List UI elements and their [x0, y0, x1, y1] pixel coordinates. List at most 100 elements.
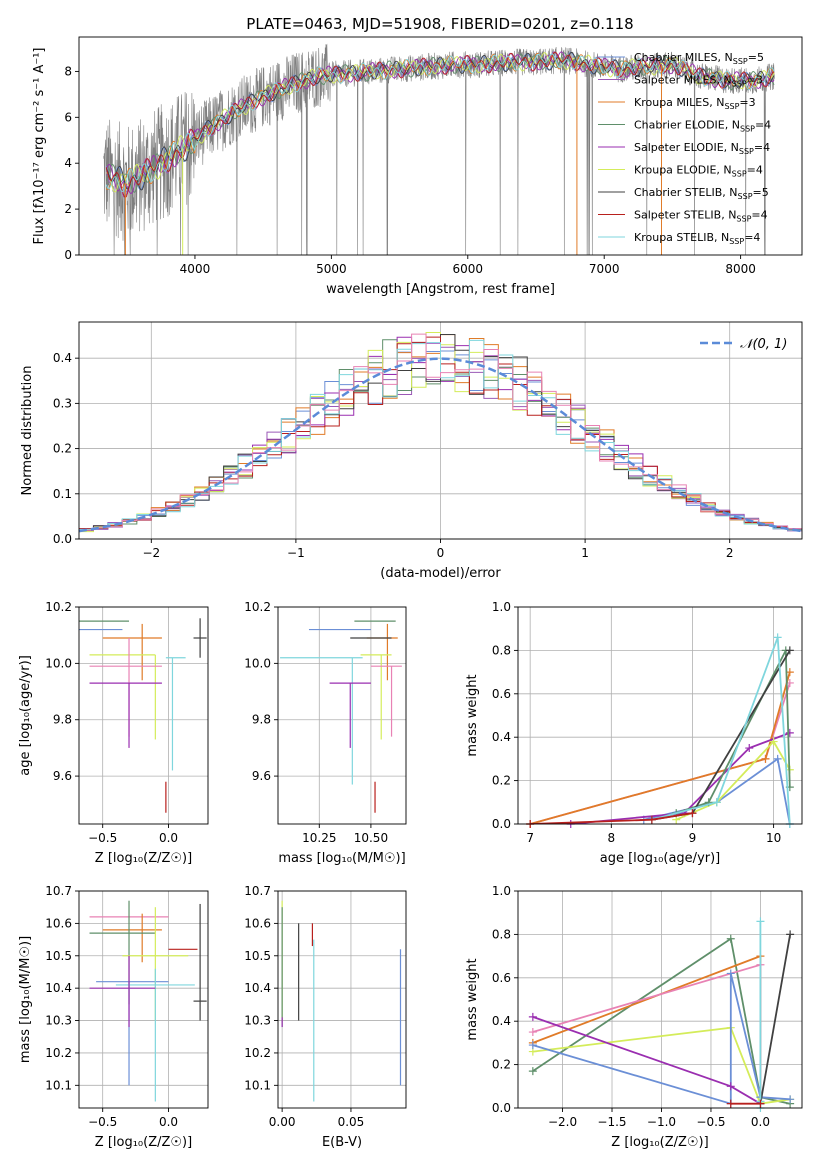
mass-vs-EBV-gridlines — [278, 890, 406, 1108]
spectrum-axes: 4000 5000 6000 7000 8000 0 2 4 6 8 wavelength [Ang… — [32, 48, 756, 298]
weight-vs-Z-series-marker — [726, 1099, 735, 1108]
age-vs-Z-ytick-label: 9.6 — [53, 769, 72, 783]
mass-vs-EBV-ytick-label: 10.5 — [244, 949, 271, 963]
legend-entry: Kroupa STELIB, NSSP=4 — [634, 231, 760, 246]
mass-vs-EBV-axes: 0.00 0.05 10.1 10.2 10.3 10.4 10.5 10.6 10.7 E(B-… — [244, 884, 406, 1150]
age-vs-Z-xlabel: Z [log₁₀(Z/Z☉)] — [95, 851, 192, 866]
mass-vs-EBV-xtick-label: 0.00 — [269, 1115, 296, 1129]
residuals-xtick-label: 2 — [726, 546, 734, 560]
spectrum-xtick-label: 6000 — [453, 262, 484, 276]
mass-vs-Z-ytick-label: 10.4 — [45, 981, 72, 995]
weight-vs-Z-series-marker — [786, 930, 795, 939]
legend-label-tail: =4 — [754, 141, 770, 154]
weight-vs-Z-series-marker — [756, 1099, 765, 1108]
weight-vs-Z-series-line — [532, 963, 762, 1104]
spectrum-ytick-label: 4 — [64, 156, 72, 170]
legend-label-sub: SSP — [732, 80, 747, 89]
spectrum-xtick-label: 4000 — [180, 262, 211, 276]
legend-label-main: Salpeter STELIB, N — [634, 209, 736, 222]
legend-label-main: Chabrier MILES, N — [634, 51, 733, 64]
weight-vs-Z-series-marker — [528, 1041, 537, 1050]
legend-label-tail: =4 — [744, 231, 760, 244]
weight-vs-Z-series-marker — [528, 1012, 537, 1021]
legend-label-tail: =3 — [747, 74, 763, 87]
residuals-xtick-label: −2 — [142, 546, 160, 560]
weight-vs-age-ytick-label: 0.8 — [492, 643, 511, 657]
weight-vs-Z-xlabel: Z [log₁₀(Z/Z☉)] — [611, 1135, 708, 1150]
residuals-ytick-label: 0.2 — [53, 442, 72, 456]
legend-entry: Chabrier ELODIE, NSSP=4 — [634, 119, 771, 134]
residual-histogram — [79, 333, 802, 531]
age-vs-mass-ytick-label: 10.2 — [244, 600, 271, 614]
legend-label-sub: SSP — [736, 215, 751, 224]
weight-vs-age-series-marker — [773, 633, 782, 642]
weight-vs-age-series-line — [675, 739, 791, 821]
mass-vs-EBV-ytick-label: 10.6 — [244, 916, 271, 930]
weight-vs-age-series-marker — [745, 744, 754, 753]
legend-label-main: Chabrier STELIB, N — [634, 186, 738, 199]
residuals-xtick-label: 1 — [581, 546, 589, 560]
mass-vs-Z-ytick-label: 10.7 — [45, 884, 72, 898]
weight-vs-Z-series-line — [532, 1026, 791, 1105]
normal-curve — [78, 357, 803, 533]
weight-vs-age-gridlines — [518, 606, 802, 825]
spectrum-xtick-label: 7000 — [589, 262, 620, 276]
residuals-frame — [78, 321, 803, 540]
residuals-xtick-label: 0 — [437, 546, 445, 560]
weight-vs-age-series-line — [651, 637, 791, 824]
weight-vs-Z-series-line — [759, 934, 791, 1104]
age-vs-Z-xtick-label: −0.5 — [88, 831, 117, 845]
weight-vs-age-series-marker — [761, 754, 770, 763]
mass-vs-EBV-frame — [277, 890, 407, 1109]
legend-label-main: Chabrier ELODIE, N — [634, 119, 740, 132]
legend-label-tail: =3 — [739, 96, 755, 109]
age-vs-mass-xtick-label: 10.25 — [302, 831, 336, 845]
legend-entry: Kroupa MILES, NSSP=3 — [634, 96, 756, 111]
mass-vs-Z-frame — [78, 890, 209, 1109]
weight-vs-Z-xtick-label: −2.0 — [548, 1115, 577, 1129]
legend-entry: Salpeter MILES, NSSP=3 — [634, 74, 763, 89]
legend-entry: Salpeter STELIB, NSSP=4 — [634, 209, 768, 224]
age-vs-Z-ylabel: age [log₁₀(age/yr)] — [18, 655, 33, 776]
mass-vs-EBV-ytick-label: 10.4 — [244, 981, 271, 995]
weight-vs-Z-series-marker — [756, 917, 765, 926]
mass-vs-EBV-ytick-label: 10.1 — [244, 1078, 271, 1092]
weight-vs-Z-axes: −2.0 −1.5 −1.0 −0.5 0.0 0.0 0.2 0.4 0.6 0.8 1.0 Z [… — [465, 884, 802, 1150]
weight-vs-Z-gridlines — [518, 890, 802, 1109]
weight-vs-age-series-line — [529, 682, 791, 824]
residuals-ytick-label: 0.3 — [53, 396, 72, 410]
mass-vs-EBV-ytick-label: 10.2 — [244, 1046, 271, 1060]
mass-vs-Z-gridlines — [79, 890, 208, 1108]
weight-vs-Z-ytick-label: 0.0 — [492, 1101, 511, 1115]
age-vs-mass-ytick-label: 9.6 — [252, 769, 271, 783]
spectrum-model-line — [105, 51, 775, 191]
age-vs-mass-ytick-label: 9.8 — [252, 713, 271, 727]
weight-vs-Z-ylabel: mass weight — [465, 958, 480, 1040]
spectrum-ytick-label: 8 — [64, 64, 72, 78]
weight-vs-age-series-marker — [712, 798, 721, 807]
spectrum-ytick-label: 0 — [64, 248, 72, 262]
age-vs-mass-ytick-label: 10.0 — [244, 656, 271, 670]
legend-label-main: Kroupa STELIB, N — [634, 231, 729, 244]
figure-title: PLATE=0463, MJD=51908, FIBERID=0201, z=0… — [246, 15, 633, 33]
spectrum-frame — [78, 36, 803, 256]
residuals-xlabel: (data-model)/error — [380, 566, 501, 581]
mass-vs-Z-xtick-label: −0.5 — [88, 1115, 117, 1129]
legend-label-main: Salpeter ELODIE, N — [634, 141, 739, 154]
age-vs-Z-ytick-label: 10.2 — [45, 600, 72, 614]
weight-vs-age-series-marker — [688, 809, 697, 818]
spectrum-ylabel: Flux [fλ10⁻¹⁷ erg cm⁻² s⁻¹ A⁻¹] — [32, 48, 47, 245]
weight-vs-Z-ytick-label: 0.6 — [492, 971, 511, 985]
weight-vs-age-series-marker — [773, 754, 782, 763]
weight-vs-Z-xtick-label: −0.5 — [696, 1115, 725, 1129]
weight-vs-age-series-marker — [769, 737, 778, 746]
legend-label-main: Salpeter MILES, N — [634, 74, 732, 87]
weight-vs-age-ytick-label: 0.6 — [492, 687, 511, 701]
age-vs-mass-xtick-label: 10.50 — [354, 831, 388, 845]
legend-entry: Kroupa ELODIE, NSSP=4 — [634, 164, 763, 179]
mass-vs-Z-ylabel: mass [log₁₀(M/M☉)] — [18, 936, 33, 1063]
legend-label-tail: =4 — [755, 119, 771, 132]
weight-vs-age-xtick-label: 10 — [766, 831, 781, 845]
weight-vs-age-series-line — [570, 732, 791, 824]
spectrum-xtick-label: 5000 — [316, 262, 347, 276]
